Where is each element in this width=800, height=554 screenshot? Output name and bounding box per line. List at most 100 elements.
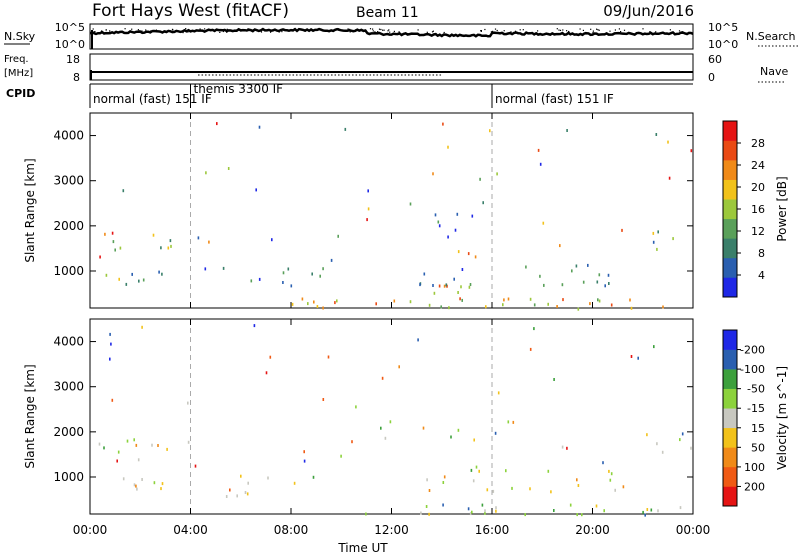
nsky-point (582, 29, 584, 31)
heatmap-cell (614, 488, 616, 492)
heatmap-cell (610, 303, 613, 307)
heatmap-cell (158, 270, 160, 274)
nsky-point (246, 29, 248, 31)
heatmap-cell (453, 277, 455, 281)
heatmap-cell (662, 305, 664, 309)
heatmap-cell (471, 214, 474, 218)
y-axis-title: Slant Range [km] (23, 158, 37, 262)
colorbar-tick-label: -100 (740, 363, 765, 376)
y-tick-label: 3000 (53, 174, 84, 188)
heatmap-cell (160, 487, 162, 491)
heatmap-cell (434, 213, 437, 217)
y-tick-label: 2000 (53, 425, 84, 439)
nsky-point (670, 31, 673, 33)
nsky-point (480, 30, 482, 32)
nsky-point (378, 28, 381, 30)
colorbar-swatch (723, 408, 737, 429)
nsky-point (108, 31, 111, 33)
heatmap-cell (169, 239, 172, 243)
nsky-point (614, 29, 616, 31)
nsky-point (123, 31, 125, 33)
power-colorbar: 4 8 12 16 20 24 28 Power [dB] (722, 120, 789, 298)
x-tick-label: 00:00 (676, 523, 711, 537)
heatmap-cell (486, 488, 489, 492)
heatmap-cell (330, 258, 333, 262)
nsky-point (349, 31, 351, 33)
nsky-point (105, 29, 107, 31)
heatmap-cell (492, 489, 495, 493)
heatmap-cell (609, 478, 612, 482)
nsky-point (338, 28, 340, 30)
heatmap-cell (450, 435, 452, 439)
nsky-point (609, 30, 611, 32)
heatmap-cell (577, 307, 580, 311)
nsky-point (155, 29, 157, 31)
nsky-point (431, 31, 434, 33)
heatmap-cell (489, 129, 491, 133)
nsky-point (362, 29, 364, 32)
nsky-point (260, 31, 263, 33)
heatmap-cell (550, 490, 552, 494)
heatmap-cell (672, 237, 674, 241)
heatmap-cell (597, 298, 599, 302)
heatmap-cell (561, 445, 564, 449)
heatmap-cell (646, 508, 649, 511)
nsky-point (318, 28, 320, 31)
heatmap-cell (690, 446, 692, 450)
heatmap-cell (496, 172, 498, 176)
heatmap-cell (630, 306, 633, 310)
nsky-point (141, 30, 143, 32)
heatmap-cell (197, 236, 200, 240)
heatmap-cell (668, 176, 671, 180)
nsky-point (222, 30, 225, 33)
heatmap-cell (482, 201, 484, 205)
heatmap-cell (469, 512, 472, 516)
nsky-point (170, 31, 172, 33)
nsky-point (226, 28, 228, 30)
nsky-point (568, 30, 570, 33)
heatmap-cell (240, 474, 242, 478)
heatmap-cell (454, 228, 457, 232)
nsky-point (389, 31, 391, 33)
colorbar-swatch (723, 447, 737, 468)
heatmap-cell (229, 488, 231, 492)
panel-frame (89, 318, 694, 515)
heatmap-cell (282, 281, 284, 284)
heatmap-cell (244, 491, 247, 494)
heatmap-cell (561, 283, 564, 287)
heatmap-cell (161, 482, 164, 486)
heatmap-cell (110, 342, 112, 346)
nsky-point (172, 29, 174, 31)
nsky-point (514, 30, 517, 32)
heatmap-cell (109, 332, 111, 336)
heatmap-cell (646, 433, 648, 437)
nsky-line (89, 27, 694, 38)
heatmap-cell (461, 298, 463, 302)
nsky-point (317, 29, 319, 31)
heatmap-cell (389, 420, 392, 424)
nsky-point (597, 29, 599, 31)
nsky-point (585, 31, 587, 34)
nsky-point (204, 28, 206, 30)
heatmap-cell (630, 355, 633, 358)
heatmap-cell (194, 464, 197, 468)
velocity-colorbar: 200 100 50 15 -15 -50 -100 -200 Velocity [m s^-1… (722, 329, 789, 507)
heatmap-cell (265, 371, 268, 375)
heatmap-cell (603, 509, 605, 513)
nsky-point (598, 29, 600, 31)
nsky-point (124, 28, 126, 30)
heatmap-cell (119, 246, 122, 250)
colorbar-swatch (723, 218, 737, 239)
heatmap-cell (380, 426, 382, 430)
nsky-point (219, 31, 221, 33)
nsky-point (503, 30, 505, 32)
heatmap-cell (109, 357, 111, 361)
heatmap-cell (204, 267, 207, 271)
heatmap-cell (575, 264, 578, 268)
nsky-point (114, 31, 116, 33)
heatmap-cell (290, 284, 293, 288)
heatmap-cell (409, 202, 412, 206)
heatmap-cell (423, 272, 426, 276)
nsky-point (432, 30, 434, 32)
heatmap-cell (216, 122, 218, 126)
